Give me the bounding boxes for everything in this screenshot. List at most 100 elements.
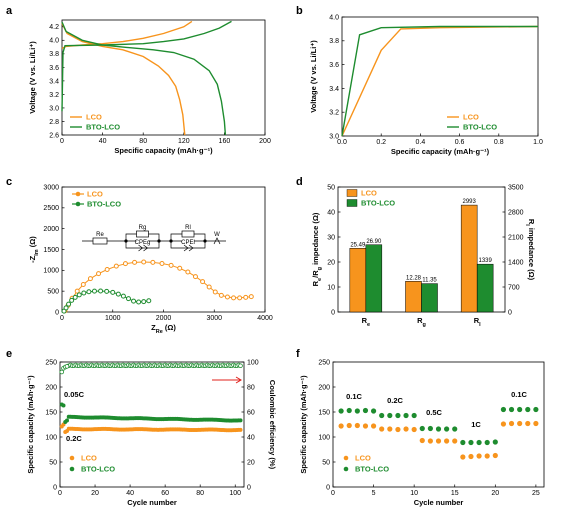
- x-tick-label: 80: [196, 490, 204, 497]
- y-tick-label: 2500: [43, 205, 59, 212]
- x-tick-label: 120: [178, 138, 190, 145]
- data-point-lco: [177, 265, 183, 271]
- data-point-bto: [362, 407, 369, 414]
- data-point-bto: [81, 290, 87, 296]
- data-point-lco: [508, 420, 515, 427]
- data-point-lco: [168, 262, 174, 268]
- efficiency-point: [59, 369, 65, 375]
- data-point-lco: [395, 426, 401, 433]
- data-point-lco: [150, 259, 156, 265]
- data-point-bto: [484, 439, 490, 446]
- data-point-bto: [141, 299, 147, 305]
- data-point-lco: [517, 420, 523, 427]
- x-tick-label: 3000: [206, 315, 222, 322]
- data-point-bto: [460, 439, 466, 446]
- data-point-lco: [74, 288, 80, 294]
- plot-frame: [332, 361, 545, 488]
- data-point-bto: [69, 297, 75, 303]
- x-tick-label: 20: [491, 490, 499, 497]
- data-point-lco: [200, 279, 206, 285]
- panel-label-a: a: [6, 5, 13, 17]
- data-point-bto: [110, 289, 116, 295]
- data-point-lco: [224, 294, 230, 300]
- y-right-tick-label: 2100: [508, 234, 524, 241]
- circuit-resistor-re: [92, 237, 108, 245]
- bar-value-label: 26.90: [366, 239, 382, 245]
- x-tick-label: 0.0: [337, 139, 347, 146]
- data-point-lco: [370, 423, 377, 429]
- y-tick-label: 150: [45, 409, 57, 416]
- circuit-resistor: [181, 230, 195, 238]
- data-point-lco: [141, 259, 147, 265]
- data-point-lco: [237, 295, 243, 301]
- legend-lco-label: LCO: [355, 454, 371, 463]
- y-tick-label: 150: [318, 409, 330, 416]
- y-axis-label: Voltage (V vs. Li/Li⁺): [309, 40, 318, 113]
- bar-value-label: 2993: [462, 199, 476, 205]
- y-right-tick-label: 100: [247, 359, 259, 366]
- data-point-bto: [104, 288, 110, 294]
- y-right-axis-label: Rl impedance (Ω): [524, 219, 536, 281]
- legend-lco-label: LCO: [81, 454, 97, 463]
- y-tick-label: 250: [318, 359, 330, 366]
- data-point-bto: [354, 408, 360, 414]
- y-tick-label: 50: [327, 184, 335, 191]
- x-tick-label: 200: [259, 138, 271, 145]
- circuit-label-re: Re: [96, 232, 104, 238]
- x-tick-label: 20: [91, 490, 99, 497]
- circuit-label-w: W: [214, 232, 220, 238]
- data-point-bto: [346, 407, 352, 414]
- data-point-bto: [98, 288, 104, 294]
- panel-a: 0 40 80 120 160 200 2.6 2.8 3.0 3.2 3.4 3.6 3.8 4.0 4.…: [28, 19, 271, 155]
- x-tick-label: 1000: [105, 315, 121, 322]
- panel-e: 0 20 40 60 80 100 0 50 100 150 200 250 0 20 40 60 80 100 C…: [26, 359, 277, 507]
- data-point-lco: [403, 426, 409, 432]
- legend-lco-swatch: [75, 191, 81, 197]
- y-tick-label: 0: [331, 309, 335, 316]
- data-point-bto: [146, 298, 152, 304]
- data-point-lco: [533, 420, 539, 427]
- y-axis-label: Specific capacity (mAh·g⁻¹): [26, 375, 35, 474]
- data-point-lco: [492, 452, 498, 459]
- y-tick-label: 4.2: [49, 24, 59, 31]
- data-point-bto: [476, 439, 482, 446]
- y-tick-label: 100: [45, 434, 57, 441]
- y-tick-label: 4.0: [329, 14, 339, 21]
- data-point-bto: [411, 412, 417, 419]
- capacity-point-bto: [238, 418, 243, 423]
- data-point-lco: [500, 421, 507, 427]
- data-point-lco: [212, 289, 218, 295]
- data-point-bto: [379, 412, 385, 419]
- circuit-label-cpe2: CPEl: [181, 240, 195, 246]
- y-right-tick-label: 2800: [508, 209, 524, 216]
- data-point-bto: [395, 412, 401, 419]
- x-tick-label: 0.8: [494, 139, 504, 146]
- legend-swatch: [346, 199, 358, 207]
- legend-bto-lco-label: BTO-LCO: [463, 123, 497, 132]
- y-right-tick-label: 80: [247, 384, 255, 391]
- data-point-lco: [468, 453, 474, 460]
- x-tick-label: 25: [532, 490, 540, 497]
- y-tick-label: 3.2: [329, 110, 339, 117]
- data-point-lco: [218, 292, 224, 298]
- right-axis-arrow: [212, 376, 242, 384]
- data-point-lco: [484, 453, 490, 459]
- x-tick-label: 0.2: [376, 139, 386, 146]
- data-point-bto: [76, 292, 82, 298]
- data-point-lco: [159, 260, 165, 266]
- x-tick-label: 40: [126, 490, 134, 497]
- category-label: Rl: [474, 316, 481, 328]
- data-point-lco: [338, 423, 344, 429]
- data-point-bto: [508, 406, 515, 413]
- data-point-bto: [136, 299, 142, 305]
- data-point-bto: [91, 288, 97, 294]
- y-axis-label: Voltage (V vs. Li/Li⁺): [28, 41, 37, 114]
- series-bto-line: [63, 290, 149, 312]
- data-point-bto: [120, 293, 126, 299]
- circuit-cpe: [138, 244, 149, 252]
- data-point-lco: [80, 282, 86, 287]
- series-bto-curve: [61, 21, 227, 136]
- x-axis-label: Cycle number: [127, 498, 177, 507]
- y-tick-label: 250: [45, 359, 57, 366]
- category-label: Rg: [417, 316, 426, 328]
